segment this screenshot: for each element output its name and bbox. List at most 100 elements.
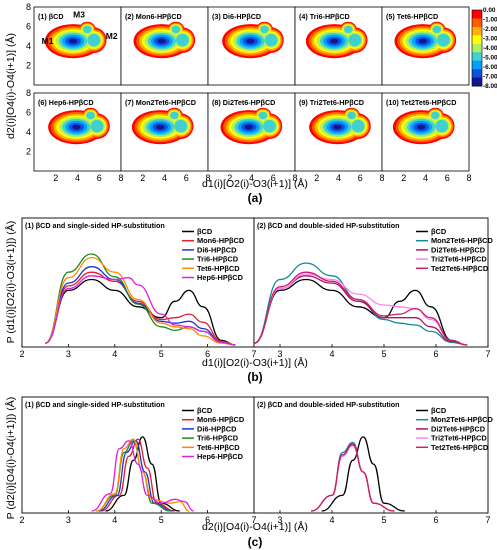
heatmap-contour <box>83 25 92 34</box>
heatmap-contour <box>417 124 426 130</box>
heatmap-subplot-1: (1) βCD M1 M2 M3 2 4 6 8 <box>26 2 122 86</box>
legend-label: Di6-HPβCD <box>197 245 237 254</box>
colorbar-swatch <box>472 52 482 62</box>
colorbar-swatch <box>472 35 482 45</box>
heatmap-subplot-6: (6) Hep6-HPβCD 2 4 6 8 2 4 6 8 <box>26 88 124 183</box>
x-tick-label: 6 <box>433 349 438 359</box>
subplot-title: (2) βCD and double-sided HP-substitution <box>257 400 400 409</box>
series-line-Di6 <box>44 266 236 346</box>
heatmap-contour <box>333 124 342 130</box>
series-line-Mon6 <box>44 271 236 346</box>
heatmap-subplot-label: (8) Di2Tet6-HPβCD <box>212 98 275 107</box>
panel-a-xlabel: d1(i)[O2(i)-O3(i+1)] (Å) <box>202 177 308 190</box>
x-tick-label: 2 <box>140 173 145 183</box>
x-tick-label: 6 <box>97 173 102 183</box>
heatmap-subplot-label: (6) Hep6-HPβCD <box>38 98 94 107</box>
heatmap-contour <box>157 38 166 44</box>
x-tick-label: 5 <box>381 349 386 359</box>
x-tick-label: 6 <box>445 173 450 183</box>
x-tick-label: 4 <box>423 173 428 183</box>
series-line-betaCD <box>44 278 236 346</box>
panel-b-distributions: 2 3 4 5 6 7βCDMon6-HPβCDDi6-HPβCDTri6-HPβCDTe… <box>19 217 494 359</box>
caption-c: (c) <box>248 535 263 549</box>
x-tick-label: 8 <box>379 173 384 183</box>
legend-label: Hep6-HPβCD <box>197 273 244 282</box>
x-tick-label: 6 <box>358 173 363 183</box>
heatmap-subplot-2: (2) Mon6-HPβCD <box>120 6 209 86</box>
x-tick-label: 6 <box>184 173 189 183</box>
heatmap-subplot-7: (7) Mon2Tet6-HPβCD 2 4 6 8 <box>120 92 211 183</box>
heatmap-contour <box>435 119 449 133</box>
x-tick-label: 4 <box>112 349 117 359</box>
x-tick-label: 7 <box>251 349 256 359</box>
legend-label: βCD <box>197 406 213 415</box>
heatmap-subplot-label: (10) Tet2Tet6-HPβCD <box>386 98 456 107</box>
heatmap-subplot-label: (3) Di6-HPβCD <box>212 12 261 21</box>
colorbar-tick-label: 0.00 <box>483 7 496 14</box>
heatmap-subplot-label: (5) Tet6-HPβCD <box>386 12 438 21</box>
colorbar-swatch <box>472 60 482 70</box>
x-tick-label: 5 <box>381 515 386 525</box>
legend-label: Di2Tet6-HPβCD <box>431 245 486 254</box>
panel-c-subplot-1: 2 3 4 5 6 7 βCDMon6-HPβCDDi6-HPβCDTri6-HPβCDTe… <box>19 396 257 525</box>
basin-label-m1: M1 <box>42 36 54 46</box>
heatmap-contour <box>87 33 101 47</box>
heatmap-contour <box>90 119 104 133</box>
x-tick-label: 5 <box>159 349 164 359</box>
heatmap-contour <box>264 33 278 47</box>
heatmap-subplot-5: (5) Tet6-HPβCD <box>381 6 470 86</box>
x-tick-label: 4 <box>162 173 167 183</box>
x-tick-label: 3 <box>277 349 282 359</box>
heatmap-contour <box>348 33 362 47</box>
y-tick-label: 2 <box>26 147 31 157</box>
legend-label: Di6-HPβCD <box>197 424 237 433</box>
legend-label: βCD <box>197 227 213 236</box>
legend-label: Tet2Tet6-HPβCD <box>431 264 489 273</box>
panel-c-distributions: 2 3 4 5 6 7βCDMon6-HPβCDDi6-HPβCDTri6-HPβCDTe… <box>19 396 494 525</box>
heatmap-contour <box>72 124 81 130</box>
colorbar-swatch <box>472 77 482 87</box>
heatmap-subplot-8: (8) Di2Tet6-HPβCD 2 4 6 8 <box>207 92 298 183</box>
colorbar-tick-label: -2.00 <box>483 26 497 33</box>
x-tick-label: 6 <box>433 515 438 525</box>
heatmap-contour <box>258 111 268 120</box>
series-line-Hep6 <box>44 275 236 346</box>
series-line-Tet6 <box>44 256 236 346</box>
colorbar-tick-label: -1.00 <box>483 17 497 24</box>
heatmap-contour <box>437 33 450 47</box>
panel-a-ylabel: d2(i)[O4(i)-O4(i+1)] (Å) <box>4 33 17 139</box>
heatmap-contour <box>176 33 189 47</box>
heatmap-contour <box>246 38 255 44</box>
heatmap-contour <box>344 25 353 34</box>
x-tick-label: 3 <box>277 515 282 525</box>
x-tick-label: 4 <box>249 173 254 183</box>
series-line-Mon2Tet6 <box>253 262 468 346</box>
heatmap-contour <box>156 124 165 130</box>
legend-label: Tet2Tet6-HPβCD <box>431 443 489 452</box>
heatmap-subplot-10: (10) Tet2Tet6-HPβCD 2 4 6 8 <box>381 92 472 183</box>
series-line-Tet6 <box>96 438 190 512</box>
heatmap-subplot-9: (9) Tri2Tet6-HPβCD 2 4 6 8 <box>294 92 385 183</box>
x-tick-label: 7 <box>485 349 490 359</box>
heatmap-subplot-label: (9) Tri2Tet6-HPβCD <box>299 98 364 107</box>
heatmap-subplot-label: (7) Mon2Tet6-HPβCD <box>125 98 196 107</box>
subplot-title: (2) βCD and double-sided HP-substitution <box>257 221 400 230</box>
legend-label: Mon2Tet6-HPβCD <box>431 415 494 424</box>
x-tick-label: 8 <box>205 173 210 183</box>
x-tick-label: 4 <box>336 173 341 183</box>
colorbar-swatch <box>472 18 482 28</box>
colorbar-swatch <box>472 69 482 79</box>
series-line-Di2Tet6 <box>253 275 468 346</box>
heatmap-contour <box>260 25 269 34</box>
x-tick-label: 2 <box>19 349 24 359</box>
x-tick-label: 6 <box>205 515 210 525</box>
panel-a-heatmaps: (1) βCD M1 M2 M3 2 4 6 8 (2) Mon6-HPβCD (3) Di6-H… <box>26 2 472 183</box>
series-line-Tet2Tet6 <box>311 444 395 512</box>
x-tick-label: 4 <box>75 173 80 183</box>
legend-label: Tri6-HPβCD <box>197 434 239 443</box>
series-line-Tri6 <box>96 440 171 512</box>
legend-label: Tet6-HPβCD <box>197 443 240 452</box>
colorbar-tick-label: -3.00 <box>483 36 497 43</box>
x-tick-label: 3 <box>66 515 71 525</box>
heatmap-contour <box>69 38 78 44</box>
